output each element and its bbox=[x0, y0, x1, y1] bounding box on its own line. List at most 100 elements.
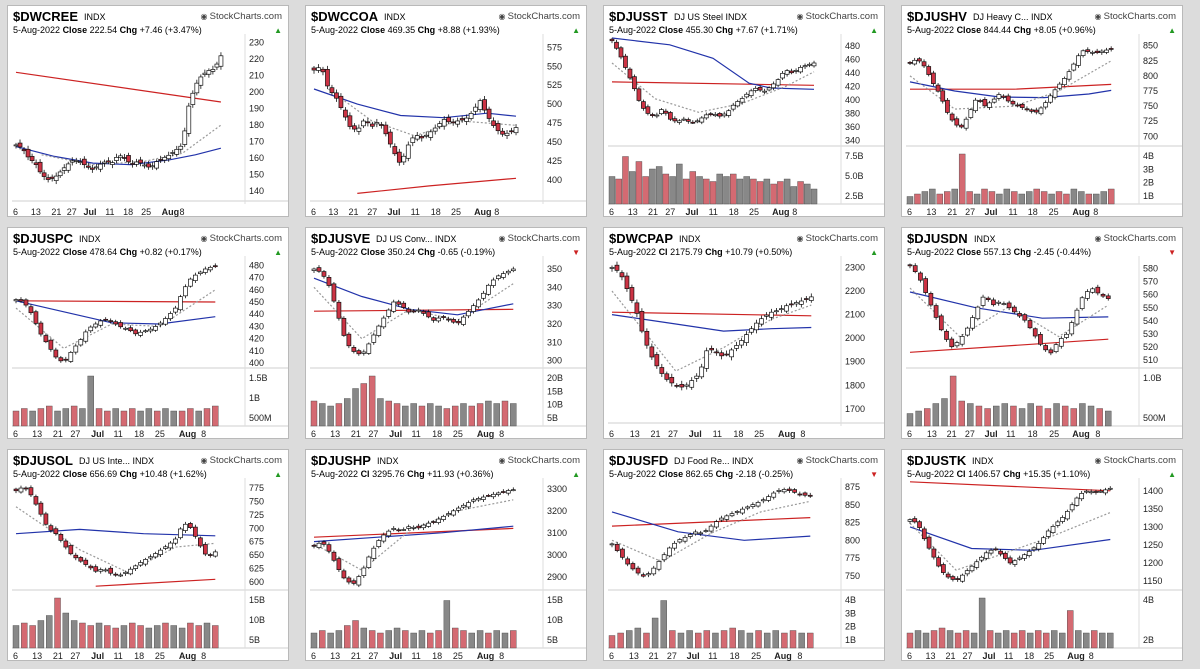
volume-bar bbox=[635, 161, 643, 205]
date-tick-label: Aug bbox=[1072, 429, 1090, 439]
volume-bar bbox=[1091, 630, 1098, 649]
up-arrow-icon: ▲ bbox=[1168, 26, 1176, 35]
candle-body bbox=[669, 377, 675, 384]
stockcharts-logo-icon: ◉ bbox=[200, 12, 210, 21]
price-tick-label: 1200 bbox=[1143, 558, 1163, 568]
candle-body bbox=[168, 542, 173, 549]
candle-body bbox=[923, 278, 929, 293]
candle-body bbox=[401, 302, 407, 308]
candle-body bbox=[401, 155, 407, 163]
volume-bar bbox=[975, 405, 983, 427]
candle-body bbox=[326, 277, 332, 286]
chg-value: +10.48 (+1.62%) bbox=[139, 469, 207, 479]
date-tick-label: Aug bbox=[1072, 207, 1090, 217]
volume-bar bbox=[1096, 408, 1103, 427]
candle-body bbox=[142, 164, 147, 167]
candle-body bbox=[45, 177, 51, 180]
date-tick-label: 25 bbox=[141, 207, 151, 217]
chart-panel-djushp[interactable]: $DJUSHP INDX ◉ StockCharts.com 5-Aug-2022 C… bbox=[305, 449, 587, 661]
candle-body bbox=[802, 65, 808, 68]
moving-average-mid bbox=[909, 526, 1111, 551]
candle-body bbox=[122, 157, 127, 159]
moving-average-mid bbox=[611, 511, 811, 541]
candle-body bbox=[789, 70, 794, 74]
candle-body bbox=[964, 570, 970, 575]
candle-body bbox=[771, 83, 776, 89]
price-tick-label: 510 bbox=[1143, 355, 1158, 365]
candle-body bbox=[166, 154, 172, 160]
moving-average-short bbox=[909, 60, 1112, 110]
candle-body bbox=[793, 70, 799, 72]
chart-panel-djuspc[interactable]: $DJUSPC INDX ◉ StockCharts.com 5-Aug-2022 C… bbox=[7, 227, 289, 439]
chart-symbol: $DWCPAP bbox=[609, 231, 674, 246]
moving-average-long bbox=[909, 338, 1109, 353]
chart-panel-djusve[interactable]: $DJUSVE DJ US Conv... INDX ◉ StockCharts.c… bbox=[305, 227, 587, 439]
candle-body bbox=[38, 322, 44, 335]
candle-body bbox=[661, 554, 667, 561]
chart-panel-djustk[interactable]: $DJUSTK INDX ◉ StockCharts.com 5-Aug-2022 C… bbox=[901, 449, 1183, 661]
candle-body bbox=[1069, 322, 1075, 335]
chart-panel-djusdn[interactable]: $DJUSDN INDX ◉ StockCharts.com 5-Aug-2022 C… bbox=[901, 227, 1183, 439]
candle-body bbox=[356, 127, 362, 132]
close-label: Close bbox=[62, 469, 88, 479]
price-tick-label: 550 bbox=[547, 61, 562, 71]
candle-body bbox=[500, 491, 506, 493]
candle-body bbox=[406, 308, 412, 313]
candle-body bbox=[183, 286, 188, 297]
candle-body bbox=[25, 148, 31, 158]
volume-bar bbox=[87, 625, 94, 649]
date-tick-label: 8 bbox=[180, 207, 185, 217]
volume-bar bbox=[501, 400, 509, 427]
candle-body bbox=[441, 316, 446, 318]
stockcharts-logo-icon: ◉ bbox=[796, 234, 806, 243]
moving-average-long bbox=[611, 517, 811, 527]
candle-body bbox=[1006, 302, 1012, 309]
candle-body bbox=[674, 384, 680, 387]
close-label: Close bbox=[62, 25, 88, 35]
chart-panel-djushv[interactable]: $DJUSHV DJ Heavy C... INDX ◉ StockCharts.c… bbox=[901, 5, 1183, 217]
candle-body bbox=[450, 121, 456, 124]
volume-bar bbox=[162, 408, 169, 427]
volume-bar bbox=[21, 622, 28, 649]
logo-text: StockCharts.com bbox=[805, 233, 878, 244]
chg-label: Chg bbox=[417, 25, 436, 35]
date-tick-label: 11 bbox=[113, 651, 122, 661]
date-tick-label: Aug bbox=[477, 429, 495, 439]
volume-bar bbox=[187, 408, 194, 427]
candle-body bbox=[421, 524, 426, 529]
volume-bar bbox=[973, 193, 981, 205]
volume-bar bbox=[137, 410, 144, 427]
candle-body bbox=[982, 99, 988, 107]
chart-panel-dwcpap[interactable]: $DWCPAP INDX ◉ StockCharts.com 5-Aug-2022 C… bbox=[603, 227, 885, 439]
candle-body bbox=[708, 113, 714, 116]
chart-panel-djusfd[interactable]: $DJUSFD DJ Food Re... INDX ◉ StockCharts.c… bbox=[603, 449, 885, 661]
volume-bar bbox=[712, 632, 719, 649]
candle-body bbox=[614, 264, 620, 271]
volume-bar bbox=[1055, 191, 1063, 205]
chart-panel-djusol[interactable]: $DJUSOL DJ US Inte... INDX ◉ StockCharts.c… bbox=[7, 449, 289, 661]
candle-body bbox=[471, 499, 476, 502]
candle-body bbox=[991, 299, 996, 306]
volume-bar bbox=[54, 597, 61, 649]
candle-body bbox=[414, 135, 420, 140]
date-tick-label: Jul bbox=[985, 429, 998, 439]
candle-body bbox=[690, 121, 696, 124]
volume-bar bbox=[501, 632, 509, 649]
candle-body bbox=[1085, 49, 1091, 52]
candle-body bbox=[726, 110, 732, 116]
candle-body bbox=[207, 266, 213, 271]
chart-panel-djusst[interactable]: $DJUSST DJ US Steel INDX ◉ StockCharts.com… bbox=[603, 5, 885, 217]
candle-body bbox=[668, 112, 673, 120]
candle-body bbox=[321, 541, 327, 545]
date-tick-label: 27 bbox=[665, 207, 675, 217]
volume-bar bbox=[804, 183, 811, 205]
candle-body bbox=[1026, 551, 1032, 557]
candle-body bbox=[174, 149, 180, 155]
date-tick-label: 21 bbox=[649, 651, 659, 661]
volume-bar bbox=[385, 630, 392, 649]
index-name: DJ US Inte... bbox=[79, 456, 131, 466]
date-tick-label: Aug bbox=[1067, 651, 1085, 661]
candle-body bbox=[775, 79, 781, 86]
chart-panel-dwcree[interactable]: $DWCREE INDX ◉ StockCharts.com 5-Aug-2022 C… bbox=[7, 5, 289, 217]
chart-panel-dwccoa[interactable]: $DWCCOA INDX ◉ StockCharts.com 5-Aug-2022 C… bbox=[305, 5, 587, 217]
